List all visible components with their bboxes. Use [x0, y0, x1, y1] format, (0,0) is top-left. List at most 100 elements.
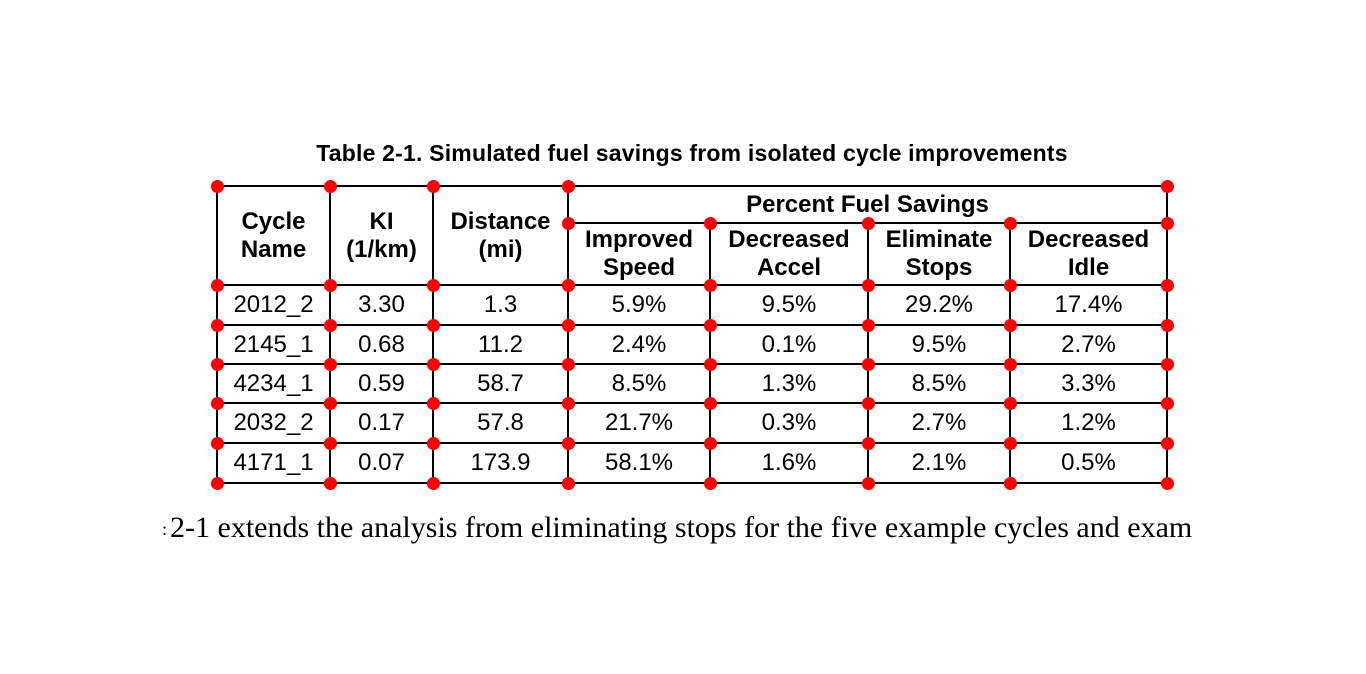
col-header-ki: KI (1/km) [329, 185, 434, 286]
anchor-dot[interactable] [426, 357, 440, 371]
cell-ki: 0.17 [329, 402, 434, 444]
cell-eliminate-stops: 9.5% [867, 324, 1011, 365]
anchor-dot[interactable] [323, 436, 337, 450]
anchor-dot[interactable] [703, 318, 717, 332]
anchor-dot[interactable] [861, 396, 875, 410]
anchor-dot[interactable] [1003, 216, 1017, 230]
cell-distance: 11.2 [432, 324, 569, 365]
cell-distance: 173.9 [432, 442, 569, 484]
anchor-dot[interactable] [426, 476, 440, 490]
anchor-dot[interactable] [703, 216, 717, 230]
anchor-dot[interactable] [561, 318, 575, 332]
anchor-dot[interactable] [1160, 278, 1174, 292]
anchor-dot[interactable] [1003, 357, 1017, 371]
table-caption: Table 2-1. Simulated fuel savings from i… [316, 140, 1068, 166]
anchor-dot[interactable] [561, 179, 575, 193]
anchor-dot[interactable] [1160, 436, 1174, 450]
body-text: 2-1 extends the analysis from eliminatin… [170, 511, 1193, 544]
anchor-dot[interactable] [861, 357, 875, 371]
anchor-dot[interactable] [1003, 436, 1017, 450]
anchor-dot[interactable] [210, 357, 224, 371]
cell-eliminate-stops: 29.2% [867, 284, 1011, 326]
anchor-dot[interactable] [426, 278, 440, 292]
anchor-dot[interactable] [561, 278, 575, 292]
anchor-dot[interactable] [1160, 357, 1174, 371]
anchor-dot[interactable] [1160, 179, 1174, 193]
anchor-dot[interactable] [323, 396, 337, 410]
anchor-dot[interactable] [561, 357, 575, 371]
anchor-dot[interactable] [426, 436, 440, 450]
anchor-dot[interactable] [1003, 476, 1017, 490]
anchor-dot[interactable] [561, 436, 575, 450]
cell-eliminate-stops: 2.7% [867, 402, 1011, 444]
anchor-dot[interactable] [861, 216, 875, 230]
cell-decreased-idle: 2.7% [1009, 324, 1168, 365]
cell-decreased-accel: 0.1% [709, 324, 869, 365]
anchor-dot[interactable] [426, 179, 440, 193]
cell-eliminate-stops: 8.5% [867, 363, 1011, 404]
cell-decreased-idle: 0.5% [1009, 442, 1168, 484]
cell-cycle-name: 2012_2 [216, 284, 331, 326]
cell-decreased-accel: 1.6% [709, 442, 869, 484]
anchor-dot[interactable] [210, 278, 224, 292]
table-row: 2145_1 0.68 11.2 2.4% 0.1% 9.5% 2.7% [216, 324, 1168, 365]
body-text-line: :2-1 extends the analysis from eliminati… [162, 511, 1192, 545]
cell-decreased-idle: 1.2% [1009, 402, 1168, 444]
anchor-dot[interactable] [861, 278, 875, 292]
cell-improved-speed: 58.1% [567, 442, 711, 484]
col-header-distance: Distance (mi) [432, 185, 569, 286]
col-header-eliminate-stops: Eliminate Stops [867, 222, 1011, 286]
cell-improved-speed: 2.4% [567, 324, 711, 365]
anchor-dot[interactable] [703, 476, 717, 490]
table-row: 4171_1 0.07 173.9 58.1% 1.6% 2.1% 0.5% [216, 442, 1168, 484]
anchor-dot[interactable] [323, 318, 337, 332]
table-row: 4234_1 0.59 58.7 8.5% 1.3% 8.5% 3.3% [216, 363, 1168, 404]
fuel-savings-table: Cycle Name KI (1/km) Distance (mi) Perce… [216, 185, 1168, 484]
anchor-dot[interactable] [1160, 476, 1174, 490]
anchor-dot[interactable] [210, 396, 224, 410]
cell-cycle-name: 2145_1 [216, 324, 331, 365]
anchor-dot[interactable] [210, 179, 224, 193]
cell-decreased-accel: 1.3% [709, 363, 869, 404]
anchor-dot[interactable] [323, 179, 337, 193]
col-header-decreased-accel: Decreased Accel [709, 222, 869, 286]
cell-cycle-name: 4171_1 [216, 442, 331, 484]
anchor-dot[interactable] [861, 318, 875, 332]
anchor-dot[interactable] [1160, 318, 1174, 332]
anchor-dot[interactable] [703, 278, 717, 292]
anchor-dot[interactable] [323, 476, 337, 490]
anchor-dot[interactable] [210, 436, 224, 450]
cell-ki: 0.59 [329, 363, 434, 404]
anchor-dot[interactable] [210, 476, 224, 490]
cell-decreased-accel: 0.3% [709, 402, 869, 444]
anchor-dot[interactable] [1160, 216, 1174, 230]
cell-ki: 0.68 [329, 324, 434, 365]
cell-improved-speed: 8.5% [567, 363, 711, 404]
anchor-dot[interactable] [1160, 396, 1174, 410]
anchor-dot[interactable] [561, 476, 575, 490]
cell-improved-speed: 21.7% [567, 402, 711, 444]
anchor-dot[interactable] [703, 436, 717, 450]
anchor-dot[interactable] [561, 216, 575, 230]
cell-improved-speed: 5.9% [567, 284, 711, 326]
table-row: 2032_2 0.17 57.8 21.7% 0.3% 2.7% 1.2% [216, 402, 1168, 444]
cell-ki: 0.07 [329, 442, 434, 484]
col-header-cycle-name: Cycle Name [216, 185, 331, 286]
anchor-dot[interactable] [1003, 396, 1017, 410]
anchor-dot[interactable] [703, 357, 717, 371]
anchor-dot[interactable] [323, 278, 337, 292]
cell-decreased-idle: 3.3% [1009, 363, 1168, 404]
cell-distance: 58.7 [432, 363, 569, 404]
col-header-decreased-idle: Decreased Idle [1009, 222, 1168, 286]
anchor-dot[interactable] [210, 318, 224, 332]
anchor-dot[interactable] [861, 476, 875, 490]
anchor-dot[interactable] [703, 396, 717, 410]
anchor-dot[interactable] [323, 357, 337, 371]
anchor-dot[interactable] [1003, 318, 1017, 332]
anchor-dot[interactable] [426, 318, 440, 332]
anchor-dot[interactable] [1003, 278, 1017, 292]
col-header-improved-speed: Improved Speed [567, 222, 711, 286]
anchor-dot[interactable] [426, 396, 440, 410]
anchor-dot[interactable] [861, 436, 875, 450]
anchor-dot[interactable] [561, 396, 575, 410]
